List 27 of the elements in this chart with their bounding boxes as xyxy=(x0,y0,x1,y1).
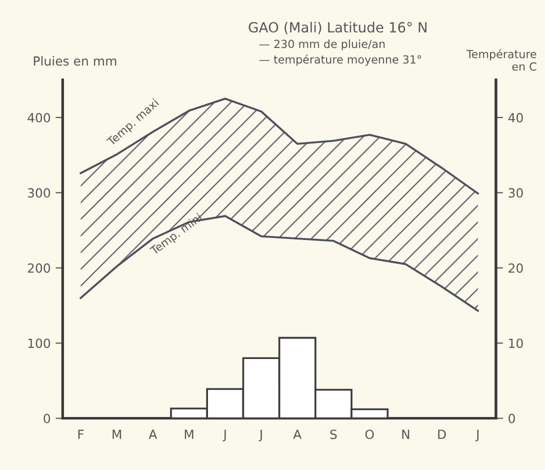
text: — température moyenne 31° xyxy=(259,54,422,66)
x-tick-label: S xyxy=(330,430,337,440)
y-tick-label: 0 xyxy=(44,414,50,424)
y-axis-title: Pluies en mm xyxy=(34,56,116,66)
y-tick-label: 400 xyxy=(28,112,50,122)
text: — 230 mm de pluie/an xyxy=(259,40,385,50)
y2-tick-label: 0 xyxy=(508,414,515,424)
y2-tick-label: 40 xyxy=(508,112,523,122)
x-tick-label: A xyxy=(293,430,302,439)
x-tick-label: J xyxy=(258,430,262,442)
y2-tick-label: 30 xyxy=(508,188,523,198)
x-tick-label: A xyxy=(148,430,158,439)
y2-tick-label: 20 xyxy=(508,263,523,273)
x-tick-label: J xyxy=(475,430,479,442)
x-tick-label: M xyxy=(112,430,122,439)
x-tick-label: D xyxy=(438,430,446,439)
x-tick-label: J xyxy=(222,430,226,442)
y2-tick-label: 10 xyxy=(509,338,523,348)
chart-title: GAO (Mali) Latitude 16° N xyxy=(248,22,426,34)
y-tick-label: 300 xyxy=(28,188,50,198)
y-tick-label: 100 xyxy=(28,338,50,348)
x-tick-label: M xyxy=(184,430,194,439)
x-tick-label: F xyxy=(78,430,84,439)
y-tick-label: 200 xyxy=(28,263,50,273)
x-tick-label: N xyxy=(402,430,410,439)
x-tick-label: O xyxy=(365,430,374,440)
y2-axis-title: Température en C xyxy=(466,49,536,71)
